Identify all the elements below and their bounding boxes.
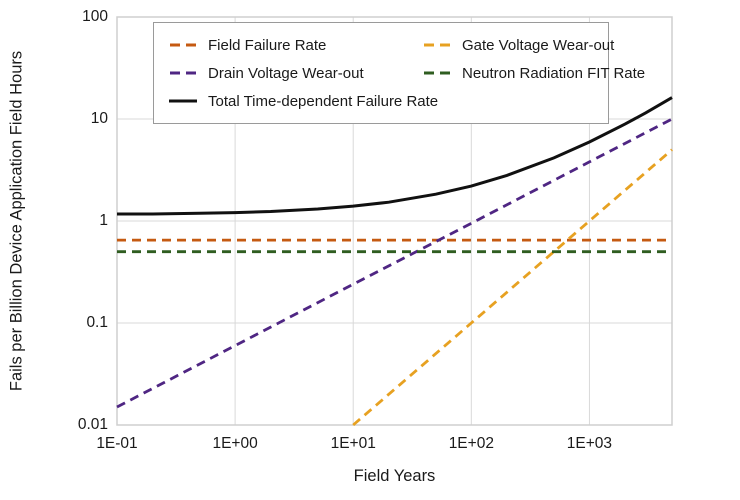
x-tick-1E+00: 1E+00 — [212, 435, 258, 452]
y-tick-10: 10 — [90, 110, 108, 127]
legend: Field Failure Rate Gate Voltage Wear-out D… — [153, 22, 645, 124]
legend-swatch-total-time-dependent-failure-rate-icon — [169, 99, 197, 103]
y-tick-0.01: 0.01 — [77, 416, 108, 433]
legend-label-gate-voltage-wear-out: Gate Voltage Wear-out — [462, 36, 615, 54]
series-line-gate-voltage-wear-out — [352, 148, 673, 427]
y-tick-1: 1 — [99, 212, 108, 229]
x-axis-title: Field Years — [353, 467, 436, 485]
legend-swatch-field-failure-rate-icon — [170, 43, 196, 47]
legend-item-gate-voltage-wear-out: Gate Voltage Wear-out — [422, 31, 645, 59]
legend-item-neutron-radiation-fit-rate: Neutron Radiation FIT Rate — [422, 59, 645, 87]
legend-label-total-time-dependent-failure-rate: Total Time-dependent Failure Rate — [208, 92, 439, 110]
y-tick-100: 100 — [82, 8, 108, 25]
series-line-total-time-dependent-failure-rate — [117, 96, 673, 216]
x-tick-1E+02: 1E+02 — [448, 435, 494, 452]
legend-swatch-neutron-radiation-fit-rate-icon — [424, 71, 450, 75]
legend-label-field-failure-rate: Field Failure Rate — [208, 36, 327, 54]
legend-label-neutron-radiation-fit-rate: Neutron Radiation FIT Rate — [462, 64, 646, 82]
x-tick-1E-01: 1E-01 — [96, 435, 138, 452]
y-axis-title: Fails per Billion Device Application Fie… — [7, 50, 26, 392]
x-tick-1E+01: 1E+01 — [330, 435, 376, 452]
legend-label-drain-voltage-wear-out: Drain Voltage Wear-out — [208, 64, 364, 82]
x-tick-1E+03: 1E+03 — [566, 435, 613, 452]
legend-item-field-failure-rate: Field Failure Rate — [168, 31, 422, 59]
y-tick-0.1: 0.1 — [86, 314, 108, 331]
legend-item-total-time-dependent-failure-rate: Total Time-dependent Failure Rate — [168, 87, 438, 115]
legend-item-drain-voltage-wear-out: Drain Voltage Wear-out — [168, 59, 422, 87]
plot-border — [116, 16, 673, 426]
legend-swatch-gate-voltage-wear-out-icon — [424, 43, 450, 47]
legend-swatch-drain-voltage-wear-out-icon — [170, 71, 196, 75]
series-line-drain-voltage-wear-out — [116, 117, 673, 409]
